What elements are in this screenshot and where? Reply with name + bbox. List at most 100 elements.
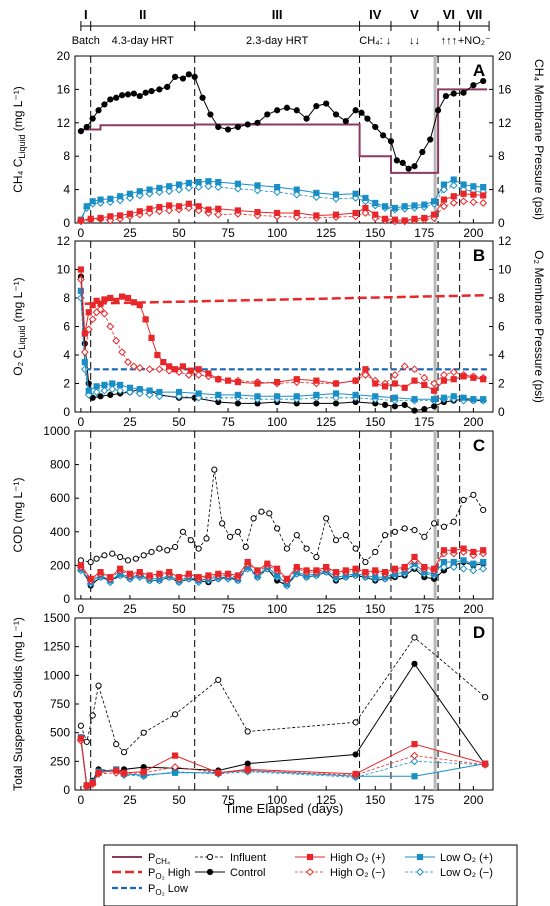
data-point (234, 391, 241, 398)
data-point (421, 381, 428, 389)
y2-axis-label: CH₄ Membrane Pressure (psi) (532, 59, 546, 220)
data-point (244, 121, 251, 128)
legend-pch4-label: PCH₄ (148, 852, 170, 866)
y2-tick-label: 16 (498, 82, 512, 96)
data-point (266, 510, 273, 517)
data-point (381, 401, 389, 408)
y2-tick-label: 2 (498, 377, 505, 391)
x-tick-label: 175 (414, 602, 434, 616)
data-point (140, 729, 147, 736)
data-point (107, 96, 114, 103)
phase-numeral: III (272, 7, 283, 22)
y-label-main: O₂ C (11, 349, 25, 375)
plot-frame (74, 55, 494, 224)
legend-pch4-label-sub: CH₄ (155, 857, 170, 866)
phase-label: Batch (72, 35, 100, 47)
x-tick-label: 100 (267, 602, 287, 616)
data-point (81, 330, 88, 337)
data-point (419, 148, 426, 156)
data-point (421, 406, 428, 413)
data-point (215, 178, 222, 186)
data-point (411, 215, 418, 222)
data-point (253, 186, 262, 195)
data-point (234, 572, 241, 579)
x-tick-label: 25 (123, 602, 137, 616)
data-point (352, 770, 359, 778)
data-point (323, 100, 330, 107)
data-point (460, 496, 467, 503)
data-point (164, 83, 171, 90)
series-high-neg (76, 736, 490, 791)
data-point (401, 384, 408, 391)
y2-tick-label: 0 (498, 405, 505, 419)
data-point (85, 309, 92, 316)
data-point (421, 563, 428, 571)
data-point (264, 560, 271, 567)
data-point (440, 547, 448, 554)
series-low-pos (77, 176, 487, 223)
data-point (154, 351, 161, 359)
data-point (205, 178, 212, 185)
series-low-neg (76, 735, 490, 790)
data-point (205, 572, 212, 579)
data-point (171, 769, 179, 776)
legend-po2low-label-suffix: Low (165, 883, 188, 895)
data-point (136, 569, 143, 576)
data-point (135, 363, 144, 372)
data-point (234, 207, 241, 214)
data-point (352, 391, 359, 398)
data-point (250, 515, 257, 522)
data-point (95, 107, 102, 114)
data-point (113, 297, 120, 304)
series-influent (77, 466, 487, 566)
data-point (100, 386, 109, 395)
legend-po2high-label-sub: O₂ (155, 872, 164, 881)
legend-high-neg-label: High O₂ (−) (330, 867, 385, 879)
data-point (293, 186, 300, 193)
data-point (274, 183, 281, 191)
data-point (83, 123, 90, 131)
series-line (80, 88, 488, 174)
data-point (391, 528, 398, 535)
data-point (332, 380, 340, 387)
y-axis-label: Total Suspended Solids (mg L⁻¹) (11, 617, 25, 791)
data-point (146, 387, 153, 394)
y-tick-label: 20 (57, 49, 71, 63)
data-point (254, 119, 261, 126)
data-point (449, 563, 458, 571)
x-tick-label: 0 (78, 602, 85, 616)
data-point (136, 188, 143, 195)
data-point (470, 191, 477, 198)
data-point (95, 682, 102, 689)
data-point (205, 370, 212, 377)
y-tick-label: 500 (50, 726, 70, 740)
data-point (411, 527, 418, 534)
data-point (113, 94, 120, 101)
data-point (126, 190, 134, 197)
x-tick-label: 50 (172, 415, 186, 429)
data-point (411, 773, 418, 780)
data-point (155, 365, 164, 374)
data-point (450, 518, 457, 525)
data-point (264, 111, 271, 118)
data-point (332, 111, 340, 118)
data-point (142, 89, 149, 96)
data-point (184, 184, 193, 192)
data-point (224, 126, 232, 133)
data-point (97, 569, 104, 576)
data-point (352, 209, 359, 217)
data-point (89, 712, 96, 719)
x-tick-label: 150 (365, 602, 385, 616)
data-point (313, 189, 320, 197)
data-point (274, 525, 281, 532)
data-point (449, 181, 458, 190)
series-control (77, 660, 489, 790)
y-tick-label: 6 (63, 320, 70, 334)
data-point (156, 545, 163, 552)
data-point (244, 766, 251, 773)
data-point (450, 176, 457, 183)
data-point (361, 371, 370, 379)
data-point (470, 548, 477, 556)
data-point (460, 557, 467, 564)
